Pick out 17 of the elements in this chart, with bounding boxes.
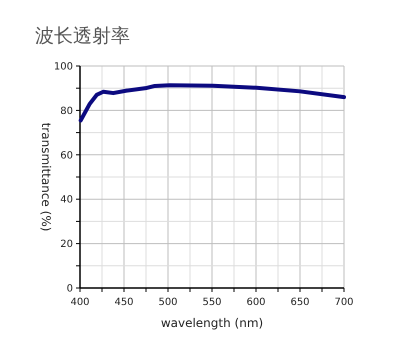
y-axis-title: transmittance (%) xyxy=(39,122,53,232)
y-tick-label: 60 xyxy=(60,150,73,162)
x-tick-label: 600 xyxy=(246,297,266,308)
x-tick-label: 700 xyxy=(334,297,354,308)
line-series xyxy=(78,83,346,122)
x-axis-title: wavelength (nm) xyxy=(160,316,264,330)
x-tick-label: 550 xyxy=(202,297,222,308)
x-tick-label: 650 xyxy=(290,297,310,308)
y-tick-label: 20 xyxy=(60,239,73,250)
y-tick-label: 40 xyxy=(60,194,73,206)
x-tick-label: 500 xyxy=(158,297,178,308)
x-tick-label: 450 xyxy=(114,297,134,308)
y-tick-label: 0 xyxy=(66,284,73,294)
chart-title: 波长透射率 xyxy=(35,25,130,47)
y-tick-label: 80 xyxy=(60,106,73,117)
x-tick-label: 400 xyxy=(70,297,90,308)
y-tick-label: 100 xyxy=(54,62,73,72)
